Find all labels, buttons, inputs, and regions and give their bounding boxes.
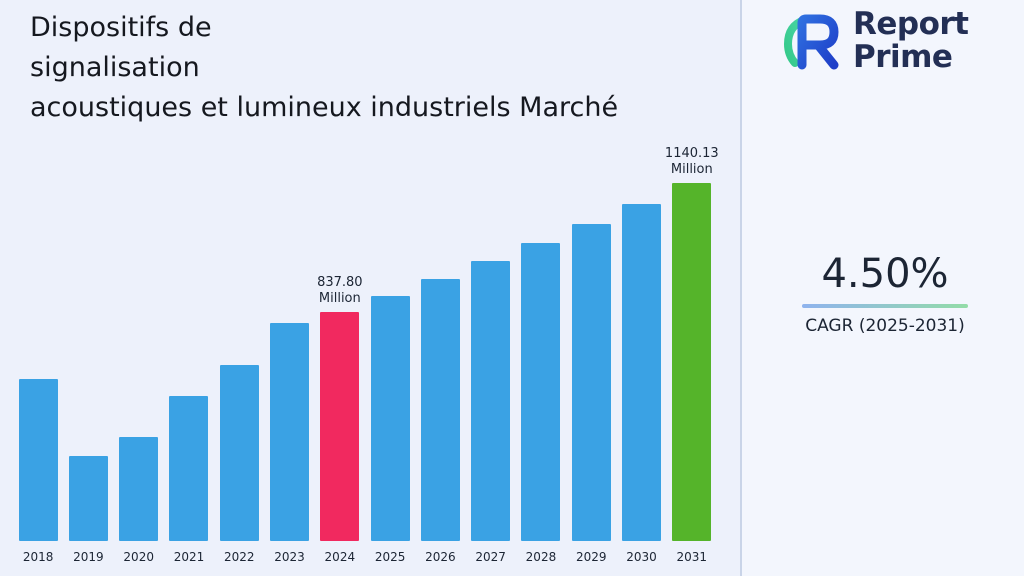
page-title-line-1: Dispositifs de (30, 12, 212, 43)
bar-column-2022: 2022 (214, 365, 264, 564)
cagr-label: CAGR (2025-2031) (805, 316, 965, 336)
page-title-line-3: acoustiques et lumineux industriels Marc… (30, 92, 619, 123)
bar-column-2023: 2023 (264, 323, 314, 564)
bar-column-2025: 2025 (365, 296, 415, 564)
bar-column-2029: 2029 (566, 224, 616, 564)
cagr-value: 4.50% (821, 251, 949, 297)
report-prime-logo: Report Prime (780, 8, 969, 74)
bar-2030 (622, 204, 662, 541)
bar-2022 (219, 365, 259, 541)
bar-2027 (471, 261, 511, 541)
bar-value-label-2024: 837.80 Million (317, 275, 363, 306)
bar-value-label-2031: 1140.13 Million (664, 146, 719, 177)
x-axis-label-2024: 2024 (324, 550, 356, 564)
logo-letter-r (797, 14, 839, 70)
brand-text-line-2: Prime (853, 39, 953, 75)
bar-2028 (521, 243, 561, 541)
x-axis-label-2023: 2023 (274, 550, 305, 564)
x-axis-label-2018: 2018 (22, 550, 54, 564)
bar-2023 (270, 323, 310, 541)
x-axis-label-2031: 2031 (676, 550, 708, 564)
cagr-block: 4.50% CAGR (2025-2031) (800, 250, 970, 336)
bar-column-2021: 2021 (164, 396, 214, 564)
x-axis-label-2022: 2022 (223, 550, 255, 564)
cagr-underline (802, 304, 968, 308)
report-prime-logo-icon (783, 14, 839, 70)
bar-2029 (571, 224, 611, 541)
bar-2024 (320, 312, 360, 541)
brand-text-line-1: Report (853, 6, 969, 42)
right-panel (742, 0, 1024, 576)
bar-column-2028: 2028 (516, 243, 566, 564)
vertical-divider (740, 0, 742, 576)
bar-column-2019: 2019 (63, 456, 113, 564)
bar-column-2031: 1140.13 Million 2031 (664, 146, 719, 564)
bar-2018 (18, 379, 58, 541)
bar-2021 (169, 396, 209, 541)
bar-column-2020: 2020 (114, 437, 164, 564)
bar-2031 (672, 183, 712, 541)
bar-column-2026: 2026 (415, 279, 465, 564)
bar-chart: 2018 2019 2020 2021 2022 2023 837.80 Million 202… (13, 146, 719, 564)
bar-2020 (119, 437, 159, 541)
x-axis-label-2027: 2027 (475, 550, 506, 564)
bar-column-2018: 2018 (13, 379, 63, 564)
brand-text: Report Prime (853, 8, 969, 74)
x-axis-label-2026: 2026 (425, 550, 456, 564)
bar-2019 (68, 456, 108, 541)
logo-green-swoosh (783, 16, 808, 67)
bar-2025 (370, 296, 410, 541)
x-axis-label-2030: 2030 (626, 550, 657, 564)
x-axis-label-2025: 2025 (374, 550, 406, 564)
bar-column-2027: 2027 (466, 261, 516, 564)
bar-column-2024: 837.80 Million 2024 (315, 275, 365, 564)
x-axis-label-2029: 2029 (575, 550, 607, 564)
x-axis-label-2020: 2020 (123, 550, 154, 564)
x-axis-label-2028: 2028 (525, 550, 557, 564)
page-title-line-2: signalisation (30, 52, 200, 83)
page-title: Dispositifs de signalisation acoustiques… (30, 8, 750, 128)
x-axis-label-2021: 2021 (173, 550, 205, 564)
bar-2026 (420, 279, 460, 541)
x-axis-label-2019: 2019 (73, 550, 104, 564)
bar-column-2030: 2030 (616, 204, 666, 564)
